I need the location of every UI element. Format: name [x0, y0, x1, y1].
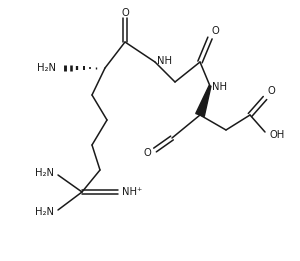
Text: H₂N: H₂N — [35, 168, 54, 178]
Text: OH: OH — [269, 130, 284, 140]
Text: O: O — [212, 26, 220, 36]
Text: H₂N: H₂N — [35, 207, 54, 217]
Text: O: O — [267, 86, 275, 96]
Text: NH⁺: NH⁺ — [122, 187, 142, 197]
Text: NH: NH — [212, 82, 227, 92]
Text: NH: NH — [157, 56, 172, 66]
Polygon shape — [196, 86, 211, 116]
Text: O: O — [121, 8, 129, 18]
Text: H₂N: H₂N — [37, 63, 56, 73]
Text: O: O — [143, 148, 151, 158]
